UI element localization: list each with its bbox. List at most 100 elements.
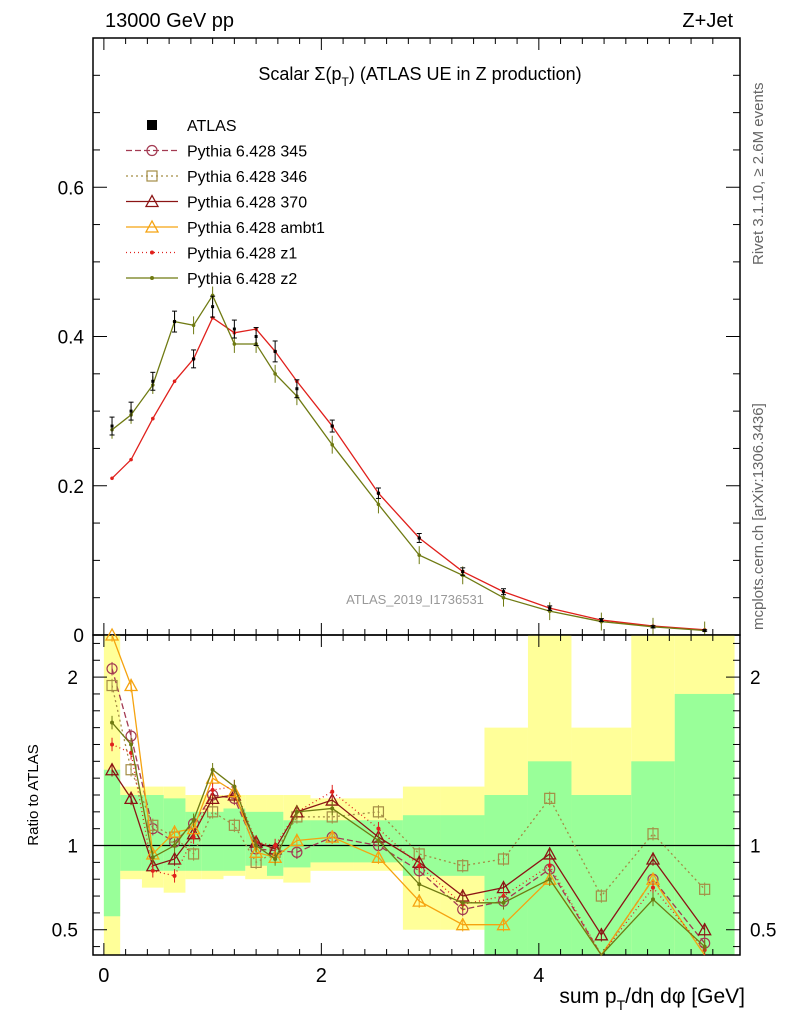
ratio-point-1 — [497, 853, 510, 865]
ratio-point-3 — [227, 784, 242, 798]
point-z2 — [501, 595, 506, 600]
ratio-point-5 — [232, 784, 237, 789]
ratio-point-1 — [457, 860, 469, 872]
data-point — [417, 536, 421, 540]
y-tick-label: 0 — [73, 626, 84, 647]
y-tick-label: 0.2 — [58, 477, 84, 498]
y-tick-label: 0.5 — [52, 921, 78, 942]
y-axis-label-ratio: Ratio to ATLAS — [25, 744, 42, 845]
ratio-point-4 — [651, 885, 656, 890]
y-tick-label-right: 1 — [750, 837, 761, 858]
legend-label: Pythia 6.428 z1 — [187, 246, 297, 263]
legend-marker — [150, 250, 154, 255]
ratio-point-1 — [187, 848, 200, 860]
ratio-point-2 — [123, 791, 139, 805]
data-point — [461, 570, 465, 574]
ratio-point-5 — [376, 838, 381, 843]
ratio-point-3 — [167, 824, 182, 838]
point-z2 — [232, 342, 237, 346]
ratio-point-0 — [291, 846, 303, 858]
legend-label: Pythia 6.428 ambt1 — [187, 220, 325, 237]
ratio-point-5 — [651, 897, 656, 902]
x-tick-label: 0 — [98, 965, 109, 987]
y-tick-label-right: 2 — [750, 668, 761, 689]
ratio-point-1 — [647, 828, 659, 840]
uncertainty-band-inner — [120, 795, 142, 871]
chart-title: Scalar Σ(pT) (ATLAS UE in Z production) — [258, 64, 581, 89]
uncertainty-band-inner — [103, 769, 121, 917]
ratio-point-5 — [150, 855, 155, 860]
rivet-label: Rivet 3.1.10, ≥ 2.6M events — [750, 83, 767, 266]
ratio-point-3 — [455, 917, 470, 931]
y-tick-label: 1 — [67, 837, 78, 858]
data-point — [129, 409, 133, 413]
series-line-z2 — [111, 294, 705, 632]
y-tick-label: 0.4 — [58, 328, 85, 349]
data-point — [376, 491, 380, 495]
ratio-point-1 — [595, 890, 607, 902]
x-axis-label: sum pT/dη dφ [GeV] — [559, 985, 745, 1013]
legend-label: ATLAS — [187, 118, 237, 135]
data-point — [192, 357, 196, 361]
watermark: ATLAS_2019_I1736531 — [346, 592, 484, 607]
ratio-point-3 — [325, 829, 340, 843]
ratio-point-5 — [460, 900, 465, 905]
ratio-point-4 — [150, 868, 155, 873]
ratio-point-3 — [496, 917, 511, 931]
ratio-point-4 — [376, 826, 381, 831]
ratio-point-5 — [129, 742, 134, 747]
point-z2 — [330, 442, 335, 447]
ratio-point-4 — [210, 787, 215, 792]
legend-marker — [146, 144, 158, 157]
ratio-panel: 0 2 4 0.5 0.5 1 1 2 2 — [52, 627, 776, 987]
energy-label: 13000 GeV pp — [105, 10, 234, 32]
legend-label: Pythia 6.428 346 — [187, 169, 307, 186]
legend-marker-data — [147, 120, 157, 130]
point-z2 — [376, 502, 381, 507]
ratio-point-5 — [547, 877, 552, 882]
legend-marker — [146, 170, 158, 182]
legend-marker — [144, 194, 160, 208]
point-z1 — [110, 476, 114, 481]
ratio-point-5 — [172, 843, 177, 848]
data-point — [703, 629, 707, 633]
ratio-point-1 — [228, 819, 240, 831]
legend-label: Pythia 6.428 345 — [187, 144, 307, 161]
ratio-point-3 — [123, 678, 139, 692]
x-tick-label: 4 — [533, 965, 544, 987]
ratio-point-4 — [172, 873, 177, 878]
data-point — [599, 618, 603, 622]
ratio-point-5 — [191, 818, 196, 823]
series-line-z1 — [111, 316, 705, 631]
point-z1 — [129, 457, 133, 462]
data-point — [110, 424, 114, 428]
uncertainty-band-inner — [674, 693, 735, 955]
ratio-point-4 — [330, 789, 335, 794]
uncertainty-band-inner — [223, 808, 246, 871]
main-panel: 0 0.2 0.4 0.6 — [58, 37, 741, 647]
ratio-point-4 — [110, 742, 115, 747]
ratio-point-2 — [104, 762, 120, 776]
uncertainty-band-inner — [201, 811, 224, 871]
ratio-point-2 — [645, 851, 661, 865]
point-z2 — [273, 372, 277, 376]
data-point — [151, 379, 155, 383]
point-z2 — [417, 553, 422, 557]
ratio-point-4 — [191, 835, 196, 840]
data-point — [651, 625, 655, 629]
legend-marker — [150, 276, 154, 280]
ratio-point-2 — [697, 922, 712, 936]
ratio-point-5 — [702, 944, 707, 949]
process-label: Z+Jet — [682, 10, 733, 32]
y-tick-label-right: 0.5 — [750, 921, 776, 942]
ratio-point-5 — [273, 857, 278, 861]
point-z2 — [191, 323, 196, 328]
ratio-point-5 — [417, 882, 422, 887]
legend-label: Pythia 6.428 z2 — [187, 271, 297, 288]
legend: ATLAS Pythia 6.428 345 Pythia 6.428 346 Pyt… — [126, 118, 325, 288]
ratio-point-1 — [544, 792, 556, 804]
ratio-point-0 — [106, 663, 118, 675]
ratio-point-5 — [330, 806, 335, 811]
y-tick-label: 0.6 — [58, 178, 84, 199]
data-point — [273, 349, 277, 353]
